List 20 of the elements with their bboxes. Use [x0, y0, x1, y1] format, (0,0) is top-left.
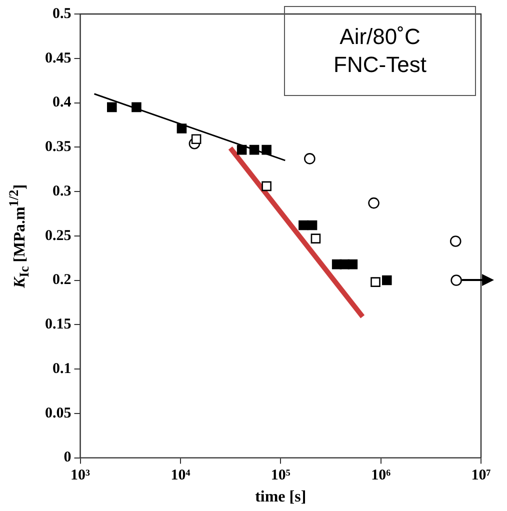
- x-axis-title: time [s]: [255, 488, 306, 506]
- y-tick-label: 0.1: [52, 360, 72, 377]
- y-tick-label: 0.5: [52, 6, 72, 22]
- x-tick-label: 10³: [70, 468, 90, 484]
- annotation: FNC-Test: [332, 51, 428, 79]
- y-tick-label: 0.15: [45, 316, 72, 333]
- annotation: Air/80˚C: [338, 23, 422, 51]
- note-box: Air/80˚C FNC-Test: [284, 6, 476, 96]
- x-tick-label: 10⁵: [270, 468, 291, 484]
- y-tick-label: 0.2: [52, 272, 72, 288]
- y-tick-label: 0.35: [45, 139, 72, 156]
- y-tick-label: 0.25: [45, 228, 72, 244]
- y-tick-label: 0: [64, 450, 72, 466]
- x-tick-label: 10⁴: [170, 468, 191, 484]
- y-tick-label: 0.4: [52, 94, 72, 111]
- x-tick-label: 10⁶: [371, 468, 392, 484]
- x-tick-label: 10⁷: [471, 468, 492, 484]
- y-tick-label: 0.3: [52, 183, 72, 200]
- y-tick-label: 0.45: [45, 50, 72, 66]
- y-tick-label: 0.05: [45, 405, 72, 422]
